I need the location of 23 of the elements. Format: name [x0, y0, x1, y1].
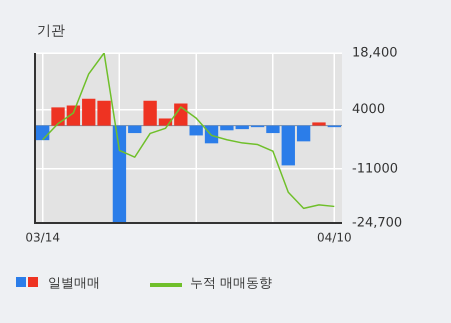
y-tick-label: -11000 — [352, 161, 398, 176]
bar — [51, 107, 65, 126]
x-tick-label: 04/10 — [317, 230, 352, 244]
bar — [296, 126, 310, 142]
bar — [112, 126, 126, 223]
legend-label: 일별매매 — [48, 275, 100, 292]
bar — [312, 122, 326, 126]
bar — [97, 100, 111, 126]
y-tick-label: 4000 — [352, 102, 386, 118]
chart-title: 기관 — [37, 22, 65, 40]
legend-label: 누적 매매동향 — [190, 275, 272, 292]
bar — [143, 100, 157, 126]
bar — [36, 126, 50, 140]
y-tick-label: 18,400 — [352, 45, 398, 60]
bar — [220, 126, 234, 130]
bar — [128, 126, 142, 134]
bar — [282, 126, 295, 166]
y-tick-label: -24,700 — [352, 215, 402, 230]
x-tick-label: 03/14 — [25, 230, 60, 244]
bar — [190, 126, 203, 136]
bar — [236, 126, 249, 130]
bar — [66, 105, 80, 126]
bar — [82, 98, 96, 126]
